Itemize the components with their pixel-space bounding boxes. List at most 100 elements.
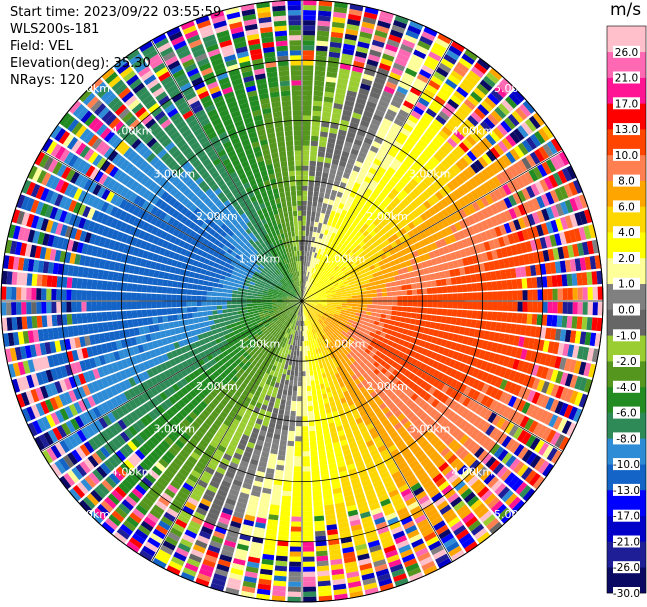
velocity-gate: [411, 147, 422, 157]
velocity-gate: [308, 360, 312, 366]
velocity-gate: [346, 265, 353, 271]
velocity-gate: [347, 85, 359, 93]
velocity-gate: [314, 263, 319, 269]
velocity-gate: [327, 266, 333, 272]
velocity-gate: [284, 465, 293, 472]
velocity-gate: [592, 286, 598, 300]
velocity-gate: [494, 106, 507, 119]
velocity-gate: [312, 400, 319, 406]
velocity-gate: [428, 103, 440, 114]
velocity-gate: [373, 34, 387, 43]
velocity-gate: [322, 262, 327, 268]
velocity-gate: [352, 198, 360, 206]
velocity-gate: [275, 398, 281, 404]
velocity-gate: [391, 306, 398, 311]
velocity-gate: [363, 137, 373, 145]
velocity-gate: [367, 54, 381, 63]
velocity-gate: [462, 301, 468, 309]
velocity-gate: [302, 431, 309, 437]
velocity-gate: [376, 104, 387, 113]
velocity-gate: [350, 117, 361, 125]
velocity-gate: [365, 286, 372, 291]
velocity-gate: [400, 127, 411, 137]
velocity-gate: [421, 31, 436, 42]
velocity-gate: [302, 155, 309, 161]
velocity-gate: [362, 73, 374, 82]
velocity-gate: [352, 265, 359, 271]
velocity-gate: [507, 290, 513, 301]
velocity-gate: [531, 277, 538, 288]
velocity-gate: [362, 230, 370, 237]
velocity-gate: [343, 233, 349, 240]
velocity-gate: [496, 312, 503, 322]
velocity-gate: [414, 197, 423, 206]
velocity-gate: [302, 341, 305, 347]
velocity-gate: [356, 156, 365, 164]
velocity-gate: [470, 162, 481, 174]
velocity-gate: [444, 195, 454, 205]
velocity-gate: [316, 166, 323, 173]
velocity-gate: [396, 193, 405, 202]
velocity-gate: [542, 125, 554, 139]
velocity-gate: [302, 175, 309, 181]
velocity-gate: [319, 289, 325, 293]
velocity-gate: [392, 225, 400, 233]
velocity-gate: [371, 39, 385, 48]
velocity-gate: [346, 308, 352, 312]
velocity-gate: [411, 218, 420, 227]
velocity-gate: [323, 398, 329, 404]
velocity-gate: [318, 404, 325, 410]
velocity-gate: [343, 246, 349, 253]
velocity-gate: [425, 187, 435, 197]
velocity-gate: [274, 565, 287, 572]
velocity-gate: [316, 264, 321, 270]
velocity-gate: [302, 501, 312, 507]
velocity-gate: [360, 83, 371, 91]
velocity-gate: [304, 345, 307, 352]
velocity-gate: [309, 291, 315, 296]
velocity-gate: [302, 371, 306, 377]
velocity-gate: [331, 189, 338, 196]
velocity-gate: [302, 60, 314, 66]
velocity-gate: [383, 216, 392, 224]
velocity-gate: [345, 263, 351, 269]
velocity-gate: [302, 536, 314, 542]
velocity-gate: [331, 302, 338, 305]
velocity-gate: [346, 257, 353, 263]
velocity-gate: [313, 274, 317, 280]
velocity-gate: [356, 97, 367, 106]
velocity-gate: [496, 280, 503, 290]
velocity-gate: [497, 81, 511, 95]
velocity-gate: [411, 209, 420, 218]
velocity-gate: [426, 127, 438, 137]
velocity-gate: [489, 147, 501, 159]
velocity-gate: [327, 282, 333, 286]
velocity-gate: [502, 235, 511, 246]
velocity-gate: [353, 139, 363, 147]
velocity-gate: [303, 15, 316, 21]
velocity-gate: [391, 233, 399, 241]
velocity-gate: [315, 232, 320, 238]
velocity-gate: [532, 112, 545, 127]
velocity-gate: [315, 275, 320, 281]
velocity-gate: [402, 267, 409, 274]
velocity-gate: [323, 198, 329, 204]
velocity-gate: [342, 146, 351, 153]
velocity-gate: [448, 45, 463, 57]
velocity-gate: [278, 409, 285, 415]
velocity-gate: [379, 191, 387, 200]
velocity-gate: [303, 30, 316, 36]
velocity-gate: [460, 183, 470, 194]
velocity-gate: [307, 405, 314, 412]
velocity-gate: [415, 225, 424, 233]
velocity-gate: [331, 270, 337, 276]
velocity-gate: [357, 298, 363, 301]
velocity-gate: [355, 134, 365, 142]
velocity-gate: [306, 281, 309, 287]
velocity-gate: [316, 295, 322, 298]
velocity-gate: [385, 81, 397, 90]
velocity-gate: [432, 214, 441, 223]
velocity-gate: [461, 284, 468, 292]
velocity-gate: [311, 267, 315, 273]
velocity-gate: [275, 469, 284, 476]
